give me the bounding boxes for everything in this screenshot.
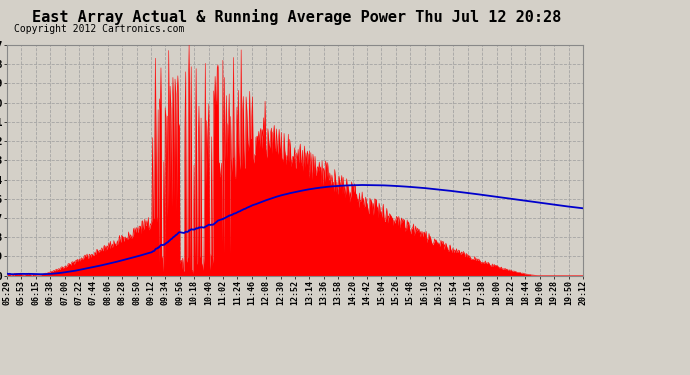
- Text: Copyright 2012 Cartronics.com: Copyright 2012 Cartronics.com: [14, 24, 184, 34]
- Text: East Array Actual & Running Average Power Thu Jul 12 20:28: East Array Actual & Running Average Powe…: [32, 9, 562, 26]
